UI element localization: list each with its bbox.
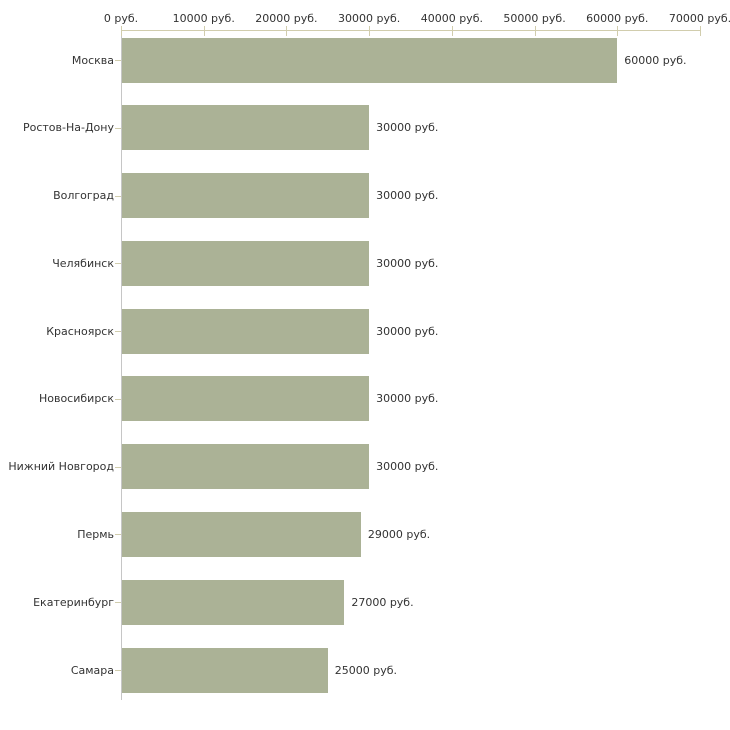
bar bbox=[122, 444, 370, 490]
x-axis-tick-label: 30000 руб. bbox=[338, 12, 401, 25]
category-label: Новосибирск bbox=[38, 392, 114, 406]
x-axis-tick-label: 60000 руб. bbox=[586, 12, 649, 25]
x-axis-tick-label: 10000 руб. bbox=[172, 12, 235, 25]
bar bbox=[122, 173, 370, 219]
x-axis-tick-label: 50000 руб. bbox=[503, 12, 566, 25]
category-tick bbox=[115, 331, 121, 333]
x-axis-line bbox=[121, 30, 701, 31]
x-axis-tick bbox=[369, 26, 371, 36]
value-label: 30000 руб. bbox=[376, 460, 439, 474]
x-axis-tick-label: 20000 руб. bbox=[255, 12, 318, 25]
category-label: Челябинск bbox=[52, 256, 114, 270]
x-axis-tick bbox=[121, 26, 122, 36]
value-label: 30000 руб. bbox=[376, 256, 439, 270]
x-axis-tick bbox=[286, 26, 288, 36]
category-label: Красноярск bbox=[46, 324, 114, 338]
x-axis-tick-label: 0 руб. bbox=[103, 12, 139, 25]
bar bbox=[122, 105, 370, 151]
category-tick bbox=[115, 195, 121, 197]
x-axis-tick bbox=[203, 26, 205, 36]
category-label: Екатеринбург bbox=[33, 595, 114, 609]
category-tick bbox=[115, 670, 121, 672]
category-tick bbox=[115, 263, 121, 265]
bar bbox=[122, 647, 328, 693]
category-label: Волгоград bbox=[53, 189, 114, 203]
bar bbox=[122, 308, 370, 354]
category-tick bbox=[115, 466, 121, 468]
x-axis-tick bbox=[451, 26, 453, 36]
category-tick bbox=[115, 398, 121, 400]
value-label: 30000 руб. bbox=[376, 189, 439, 203]
category-label: Нижний Новгород bbox=[8, 460, 114, 474]
category-label: Самара bbox=[70, 663, 114, 677]
category-label: Пермь bbox=[77, 527, 114, 541]
category-label: Ростов-На-Дону bbox=[22, 121, 114, 135]
category-tick bbox=[115, 534, 121, 536]
bar bbox=[122, 511, 361, 557]
value-label: 27000 руб. bbox=[351, 595, 414, 609]
x-axis-tick bbox=[700, 26, 701, 36]
category-tick bbox=[115, 127, 121, 129]
value-label: 30000 руб. bbox=[376, 392, 439, 406]
value-label: 30000 руб. bbox=[376, 324, 439, 338]
x-axis-tick-label: 40000 руб. bbox=[420, 12, 483, 25]
bar bbox=[122, 376, 370, 422]
bar bbox=[122, 240, 370, 286]
category-tick bbox=[115, 602, 121, 604]
value-label: 30000 руб. bbox=[376, 121, 439, 135]
value-label: 60000 руб. bbox=[624, 53, 687, 67]
y-axis-line bbox=[121, 30, 122, 700]
x-axis-tick bbox=[534, 26, 536, 36]
value-label: 25000 руб. bbox=[334, 663, 398, 677]
x-axis-tick bbox=[617, 26, 619, 36]
bar bbox=[122, 579, 345, 625]
x-axis-tick-label: 70000 руб. bbox=[668, 12, 730, 25]
category-tick bbox=[115, 60, 121, 61]
value-label: 29000 руб. bbox=[367, 527, 431, 541]
category-label: Москва bbox=[71, 53, 114, 67]
bar bbox=[122, 37, 618, 83]
